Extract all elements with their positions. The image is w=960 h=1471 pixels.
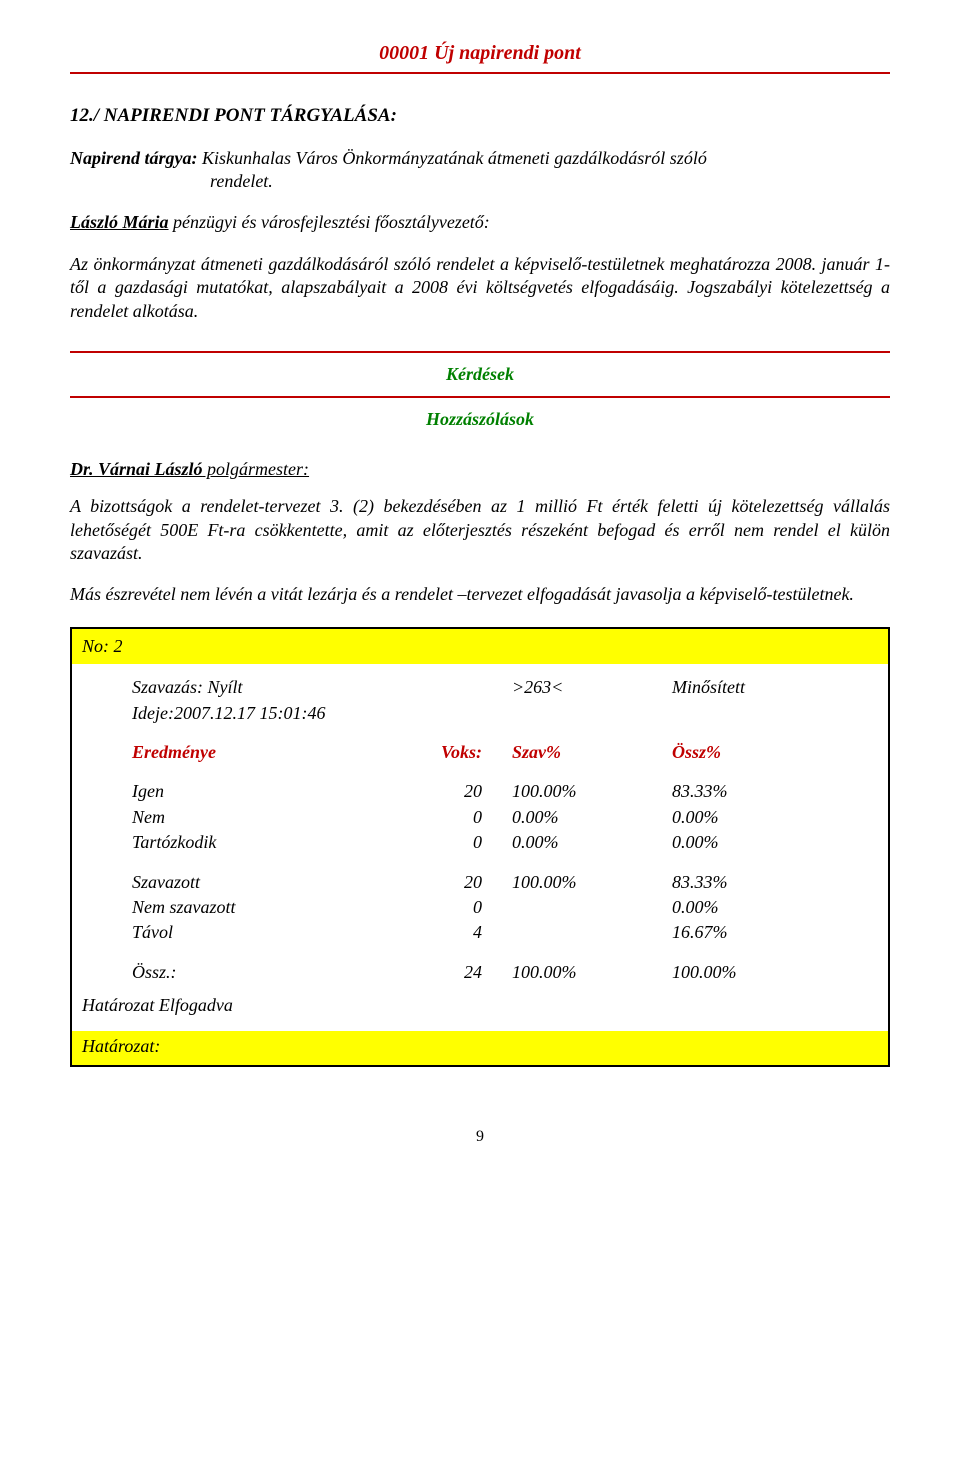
hdr-eredmenye: Eredménye	[132, 741, 362, 764]
vote-header-row: Szavazás: Nyílt >263< Minősített	[132, 676, 848, 699]
body-paragraph-1: Az önkormányzat átmeneti gazdálkodásáról…	[70, 253, 890, 323]
vote-row-nemszav: Nem szavazott 0 0.00%	[132, 896, 848, 919]
varnai-role: polgármester:	[203, 459, 310, 479]
cell: 0.00%	[512, 806, 672, 829]
body-paragraph-3: Más észrevétel nem lévén a vitát lezárja…	[70, 583, 890, 606]
vote-column-headers: Eredménye Voks: Szav% Össz%	[132, 741, 848, 764]
vote-row-nem: Nem 0 0.00% 0.00%	[132, 806, 848, 829]
hdr-voks: Voks:	[362, 741, 512, 764]
hozzaszolasok-label: Hozzászólások	[70, 402, 890, 437]
vote-body: Szavazás: Nyílt >263< Minősített Ideje:2…	[72, 664, 888, 1031]
cell: 100.00%	[512, 780, 672, 803]
vote-row-szavazott: Szavazott 20 100.00% 83.33%	[132, 871, 848, 894]
cell: 0.00%	[672, 806, 832, 829]
cell: 0.00%	[512, 831, 672, 854]
cell: Távol	[132, 921, 362, 944]
cell: 4	[362, 921, 512, 944]
vote-no-label: No: 2	[72, 629, 888, 664]
napirend-label: Napirend tárgya:	[70, 148, 198, 168]
cell: Igen	[132, 780, 362, 803]
szavazas-label: Szavazás: Nyílt	[132, 676, 362, 699]
vote-ideje-row: Ideje:2007.12.17 15:01:46	[132, 702, 848, 725]
qa-rule-1	[70, 351, 890, 353]
hdr-ossz: Össz%	[672, 741, 832, 764]
vote-box: No: 2 Szavazás: Nyílt >263< Minősített I…	[70, 627, 890, 1067]
vote-result: Határozat Elfogadva	[82, 994, 848, 1017]
vote-row-tavol: Távol 4 16.67%	[132, 921, 848, 944]
hdr-szav: Szav%	[512, 741, 672, 764]
cell: Tartózkodik	[132, 831, 362, 854]
qa-block: Kérdések Hozzászólások	[70, 351, 890, 438]
page-number: 9	[70, 1127, 890, 1148]
cell: 83.33%	[672, 780, 832, 803]
speaker-varnai: Dr. Várnai László polgármester:	[70, 458, 890, 481]
header-title: 00001 Új napirendi pont	[70, 40, 890, 66]
vote-row-tart: Tartózkodik 0 0.00% 0.00%	[132, 831, 848, 854]
cell: Össz.:	[132, 961, 362, 984]
qa-rule-2	[70, 396, 890, 398]
vote-row-total: Össz.: 24 100.00% 100.00%	[132, 961, 848, 984]
vote-code: >263<	[512, 676, 672, 699]
vote-row-igen: Igen 20 100.00% 83.33%	[132, 780, 848, 803]
speaker-laszlo: László Mária pénzügyi és városfejlesztés…	[70, 211, 890, 234]
vote-ideje: Ideje:2007.12.17 15:01:46	[132, 702, 848, 725]
laszlo-name: László Mária	[70, 212, 169, 232]
cell	[512, 921, 672, 944]
cell: 0	[362, 831, 512, 854]
cell: 0.00%	[672, 896, 832, 919]
laszlo-role: pénzügyi és városfejlesztési főosztályve…	[169, 212, 490, 232]
cell	[512, 896, 672, 919]
cell: Nem szavazott	[132, 896, 362, 919]
header-rule	[70, 72, 890, 74]
section-title: 12./ NAPIRENDI PONT TÁRGYALÁSA:	[70, 104, 890, 129]
kerdesek-label: Kérdések	[70, 357, 890, 392]
napirend-text-1: Kiskunhalas Város Önkormányzatának átmen…	[202, 148, 707, 168]
varnai-name: Dr. Várnai László	[70, 459, 203, 479]
cell: 0	[362, 896, 512, 919]
hatarozat-bar: Határozat:	[72, 1031, 888, 1064]
body-paragraph-2: A bizottságok a rendelet-tervezet 3. (2)…	[70, 495, 890, 565]
napirend-text-2: rendelet.	[210, 170, 890, 193]
cell: 0.00%	[672, 831, 832, 854]
cell: 20	[362, 871, 512, 894]
cell: 24	[362, 961, 512, 984]
cell: 83.33%	[672, 871, 832, 894]
cell: 100.00%	[512, 871, 672, 894]
cell: 100.00%	[672, 961, 832, 984]
napirend-block: Napirend tárgya: Kiskunhalas Város Önkor…	[70, 147, 890, 194]
cell: 20	[362, 780, 512, 803]
cell: 0	[362, 806, 512, 829]
cell: 100.00%	[512, 961, 672, 984]
cell: Nem	[132, 806, 362, 829]
cell: Szavazott	[132, 871, 362, 894]
cell: 16.67%	[672, 921, 832, 944]
vote-minositett: Minősített	[672, 676, 832, 699]
